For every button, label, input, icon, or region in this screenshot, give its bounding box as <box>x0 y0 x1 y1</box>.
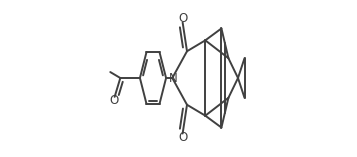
Text: N: N <box>169 71 177 84</box>
Text: O: O <box>178 12 187 25</box>
Text: O: O <box>109 94 119 107</box>
Text: O: O <box>178 131 187 144</box>
